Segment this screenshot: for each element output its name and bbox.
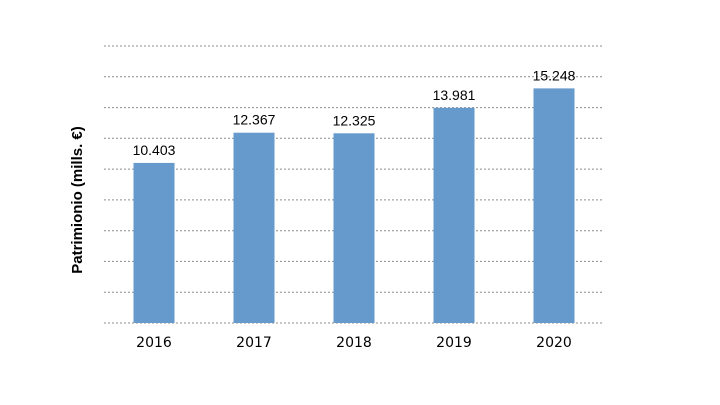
y-axis-label: Patrimionio (mills. €): [69, 126, 86, 274]
x-tick-label-2017: 2017: [236, 335, 272, 351]
x-tick-label-2019: 2019: [436, 335, 472, 351]
data-label-2016: 10.403: [133, 142, 176, 158]
x-tick-label-2018: 2018: [336, 335, 372, 351]
x-axis-tick-labels: 2016 2017 2018 2019 2020: [136, 335, 572, 351]
bar-2017: [233, 132, 275, 323]
data-label-2017: 12.367: [233, 112, 276, 128]
bar-2016: [133, 162, 175, 323]
data-labels: 10.403 12.367 12.325 13.981 15.248: [133, 67, 576, 157]
data-label-2020: 15.248: [533, 67, 576, 83]
x-tick-label-2016: 2016: [136, 335, 172, 351]
data-label-2019: 13.981: [433, 87, 476, 103]
bar-2020: [533, 88, 575, 324]
bar-2018: [333, 133, 375, 323]
bars: [133, 88, 575, 324]
bar-2019: [433, 107, 475, 323]
x-tick-label-2020: 2020: [536, 335, 572, 351]
data-label-2018: 12.325: [333, 112, 376, 128]
